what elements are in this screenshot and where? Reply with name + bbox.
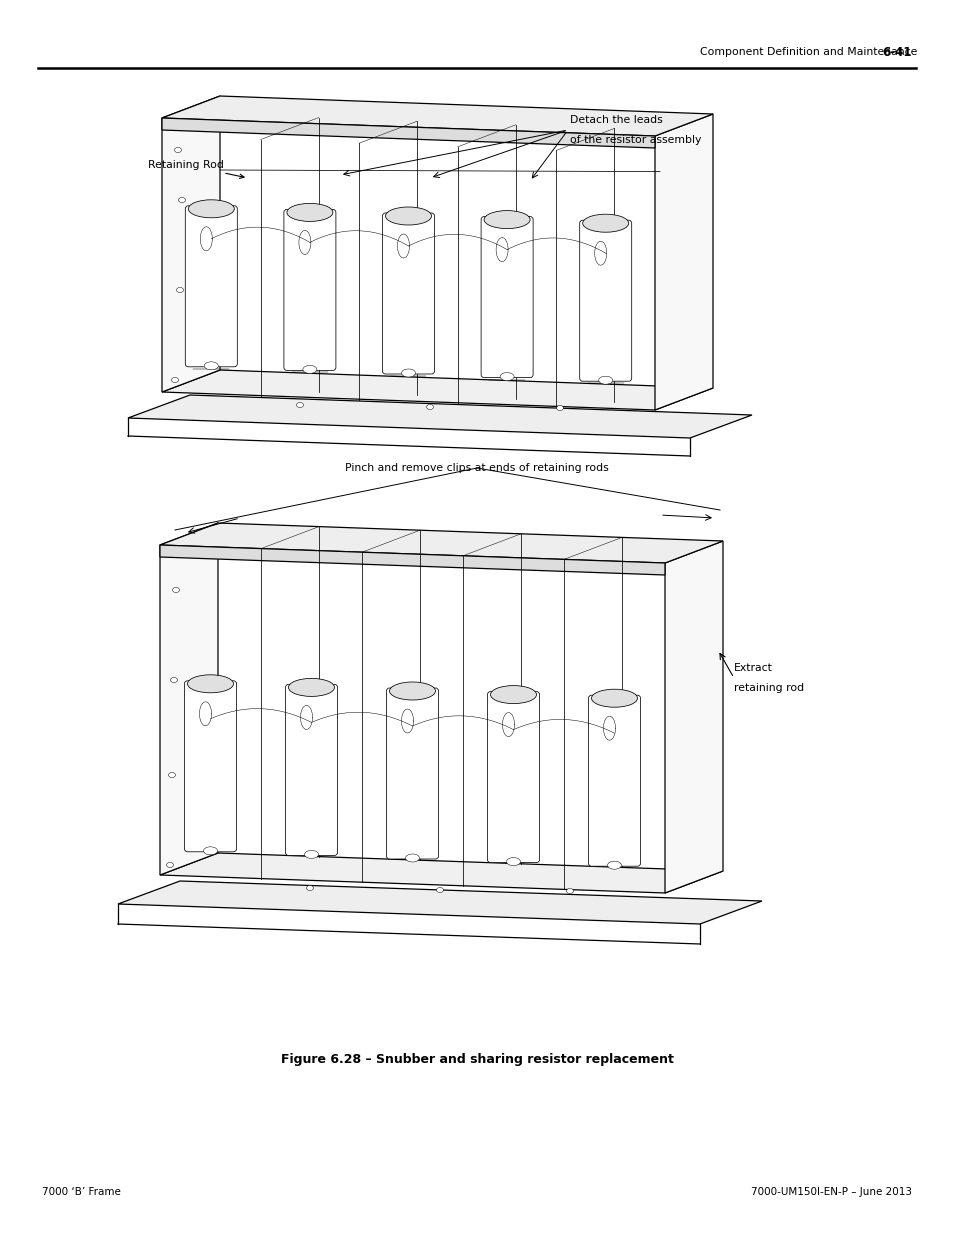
FancyBboxPatch shape bbox=[382, 212, 434, 374]
Ellipse shape bbox=[288, 678, 335, 697]
FancyBboxPatch shape bbox=[284, 210, 335, 370]
Ellipse shape bbox=[426, 405, 433, 410]
Ellipse shape bbox=[385, 207, 431, 225]
Ellipse shape bbox=[172, 588, 179, 593]
Text: Component Definition and Maintenance: Component Definition and Maintenance bbox=[700, 47, 917, 57]
Ellipse shape bbox=[296, 403, 303, 408]
Ellipse shape bbox=[306, 885, 314, 890]
Ellipse shape bbox=[566, 888, 573, 893]
Ellipse shape bbox=[167, 862, 173, 867]
FancyBboxPatch shape bbox=[185, 206, 237, 367]
Ellipse shape bbox=[556, 405, 563, 410]
Text: Pinch and remove clips at ends of retaining rods: Pinch and remove clips at ends of retain… bbox=[345, 463, 608, 473]
Ellipse shape bbox=[607, 861, 620, 869]
FancyBboxPatch shape bbox=[487, 692, 539, 862]
Text: 7000-UM150I-EN-P – June 2013: 7000-UM150I-EN-P – June 2013 bbox=[750, 1187, 911, 1197]
Ellipse shape bbox=[405, 853, 419, 862]
Ellipse shape bbox=[304, 851, 318, 858]
Ellipse shape bbox=[178, 198, 185, 203]
Polygon shape bbox=[118, 881, 761, 924]
Ellipse shape bbox=[598, 377, 612, 384]
Ellipse shape bbox=[203, 847, 217, 855]
Text: 7000 ‘B’ Frame: 7000 ‘B’ Frame bbox=[42, 1187, 121, 1197]
Ellipse shape bbox=[389, 682, 435, 700]
Text: Figure 6.28 – Snubber and sharing resistor replacement: Figure 6.28 – Snubber and sharing resist… bbox=[280, 1053, 673, 1067]
Ellipse shape bbox=[303, 366, 316, 373]
Ellipse shape bbox=[169, 773, 175, 778]
Ellipse shape bbox=[499, 373, 514, 380]
Ellipse shape bbox=[171, 678, 177, 683]
Ellipse shape bbox=[188, 200, 234, 217]
Ellipse shape bbox=[506, 857, 520, 866]
Text: retaining rod: retaining rod bbox=[733, 683, 803, 693]
Text: 6-41: 6-41 bbox=[882, 46, 911, 58]
Ellipse shape bbox=[172, 378, 178, 383]
Text: Retaining Rod: Retaining Rod bbox=[148, 161, 244, 178]
FancyBboxPatch shape bbox=[285, 684, 337, 856]
Ellipse shape bbox=[483, 211, 530, 228]
Ellipse shape bbox=[287, 204, 333, 221]
Polygon shape bbox=[160, 545, 664, 576]
Ellipse shape bbox=[582, 214, 628, 232]
Polygon shape bbox=[162, 96, 220, 391]
Polygon shape bbox=[160, 522, 218, 876]
FancyBboxPatch shape bbox=[588, 695, 639, 866]
Polygon shape bbox=[160, 522, 722, 563]
Ellipse shape bbox=[490, 685, 536, 704]
Text: Extract: Extract bbox=[733, 663, 772, 673]
Polygon shape bbox=[162, 96, 712, 136]
Polygon shape bbox=[162, 119, 655, 148]
Text: of the resistor assembly: of the resistor assembly bbox=[569, 135, 700, 144]
Ellipse shape bbox=[204, 362, 218, 369]
Polygon shape bbox=[655, 114, 712, 410]
Text: Detach the leads: Detach the leads bbox=[569, 115, 662, 125]
Ellipse shape bbox=[188, 674, 233, 693]
Ellipse shape bbox=[436, 888, 443, 893]
Ellipse shape bbox=[176, 288, 183, 293]
Polygon shape bbox=[162, 370, 712, 410]
FancyBboxPatch shape bbox=[480, 216, 533, 378]
Ellipse shape bbox=[174, 147, 181, 152]
FancyBboxPatch shape bbox=[184, 680, 236, 852]
FancyBboxPatch shape bbox=[386, 688, 438, 860]
FancyBboxPatch shape bbox=[579, 220, 631, 382]
Ellipse shape bbox=[591, 689, 637, 708]
Polygon shape bbox=[664, 541, 722, 893]
Ellipse shape bbox=[401, 369, 416, 377]
Polygon shape bbox=[160, 853, 722, 893]
Polygon shape bbox=[128, 395, 751, 438]
